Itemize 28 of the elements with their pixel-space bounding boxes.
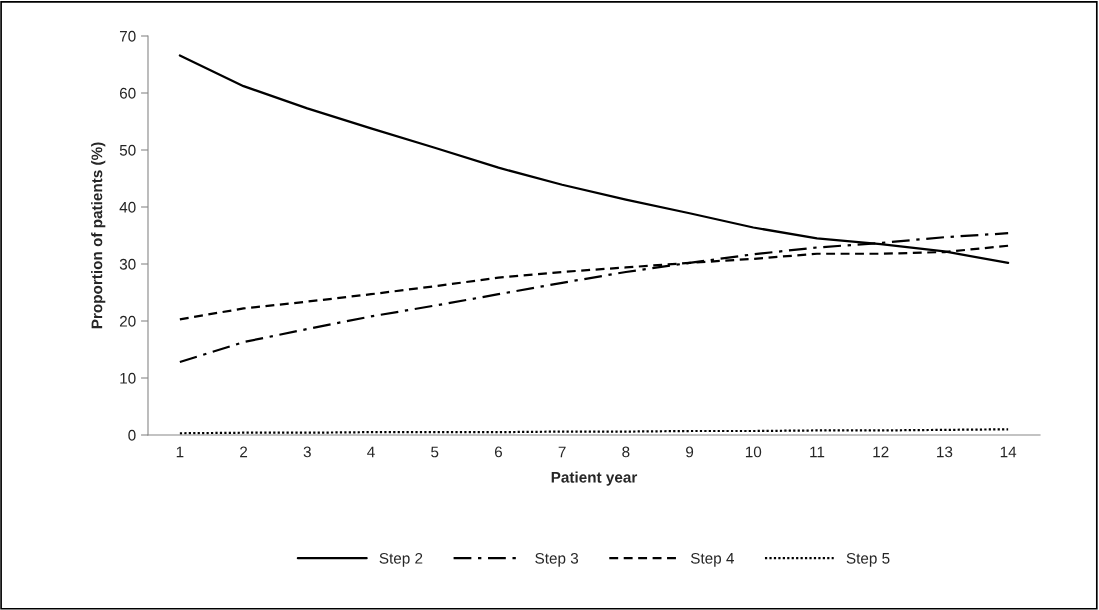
x-tick-label: 4	[367, 446, 375, 458]
x-tick-label: 8	[622, 446, 630, 458]
x-tick-label: 14	[1000, 446, 1017, 458]
legend-label: Step 2	[379, 552, 423, 567]
y-tick-label: 30	[119, 258, 136, 270]
x-tick-label: 13	[937, 446, 953, 458]
legend-label: Step 3	[535, 552, 579, 567]
x-tick-label: 12	[873, 446, 889, 458]
x-tick-label: 5	[431, 446, 439, 458]
x-tick-label: 2	[240, 446, 248, 458]
y-tick-label: 10	[120, 372, 136, 384]
legend-label: Step 5	[846, 552, 890, 567]
y-tick-label: 40	[119, 201, 136, 213]
x-axis-title: Patient year	[551, 471, 638, 486]
x-tick-label: 3	[303, 446, 311, 458]
y-tick-label: 50	[119, 144, 136, 156]
x-tick-label: 11	[810, 446, 825, 458]
x-tick-label: 7	[558, 446, 566, 458]
x-tick-label: 1	[176, 446, 184, 458]
y-tick-label: 20	[119, 315, 136, 327]
x-tick-label: 6	[494, 446, 503, 458]
y-axis-title: Proportion of patients (%)	[91, 142, 106, 329]
x-tick-label: 9	[686, 446, 694, 458]
y-tick-label: 70	[119, 30, 136, 42]
y-tick-label: 0	[128, 429, 136, 441]
x-tick-label: 10	[745, 446, 762, 458]
y-tick-label: 60	[119, 87, 136, 99]
legend-label: Step 4	[690, 552, 734, 567]
